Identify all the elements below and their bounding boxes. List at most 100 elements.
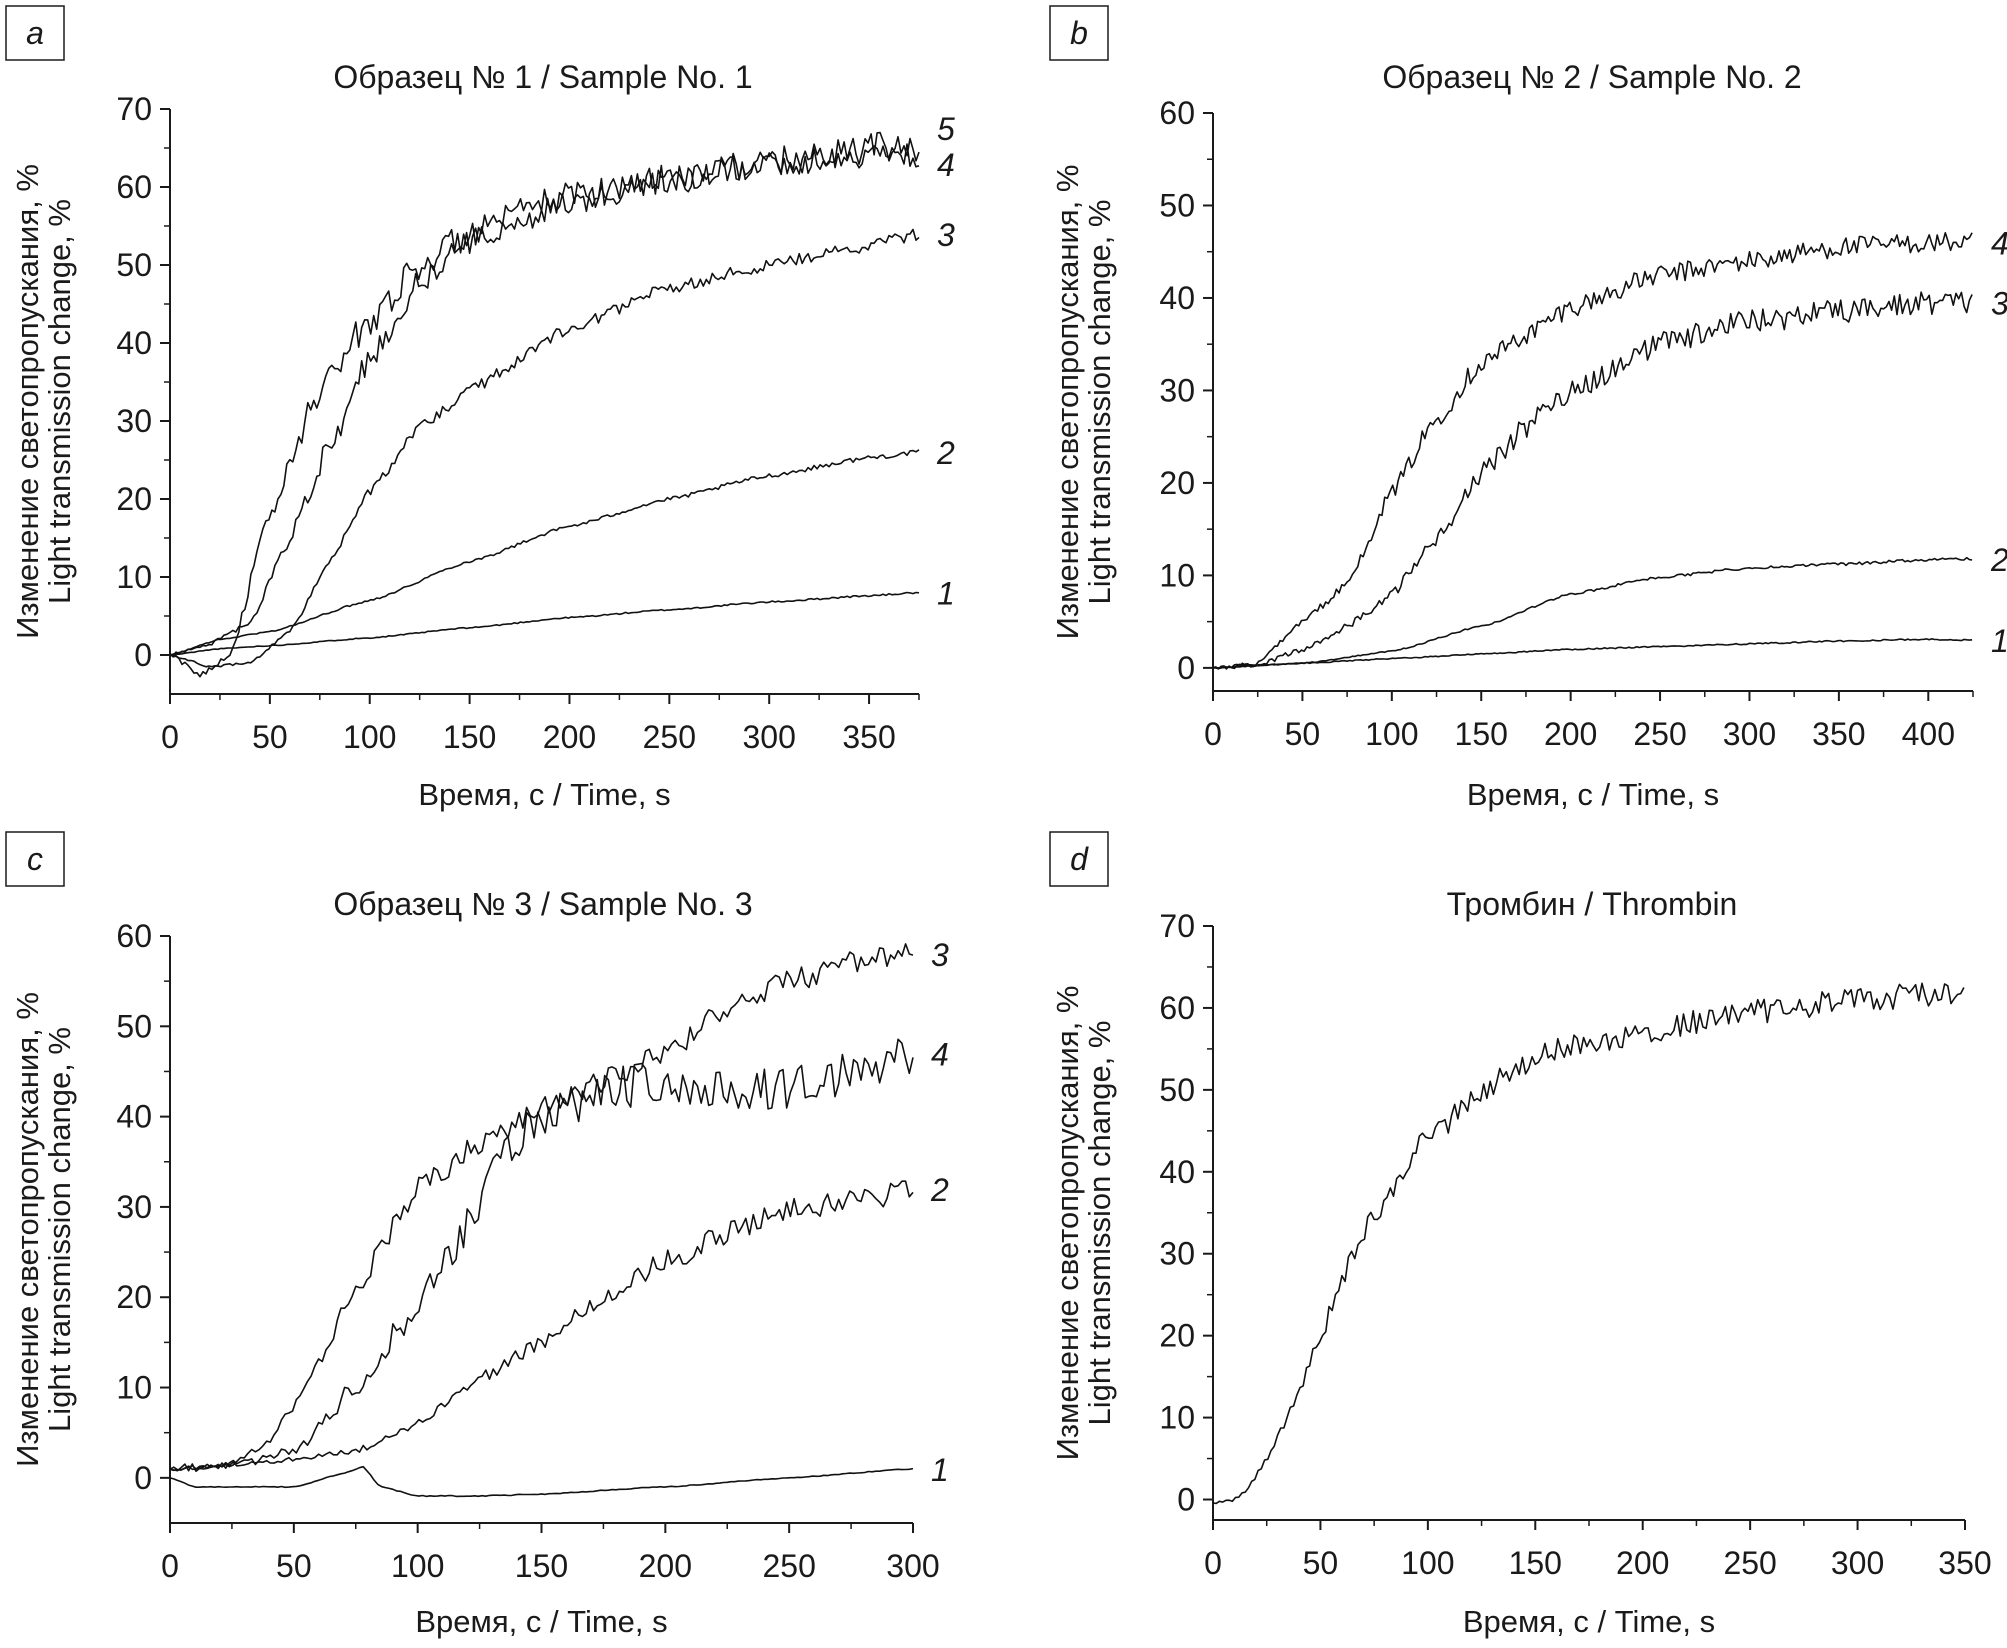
series-line-2 bbox=[1212, 556, 1973, 669]
y-tick-label: 10 bbox=[1159, 557, 1195, 593]
curve-label: 2 bbox=[936, 435, 955, 471]
x-tick-label: 300 bbox=[886, 1548, 939, 1584]
panel-b: b Образец № 2 / Sample No. 2 Изменение све… bbox=[1049, 5, 2007, 812]
series-line-1 bbox=[1212, 637, 1973, 669]
chart-title: Образец № 3 / Sample No. 3 bbox=[333, 886, 752, 922]
panel-letter: a bbox=[26, 15, 44, 51]
y-tick-label: 0 bbox=[1177, 1482, 1195, 1518]
x-tick-label: 200 bbox=[1616, 1545, 1669, 1581]
series-line-2 bbox=[169, 1180, 914, 1471]
y-tick-label: 40 bbox=[116, 1099, 152, 1135]
series-line-4 bbox=[169, 143, 920, 657]
curve-label: 3 bbox=[1991, 286, 2007, 322]
curve-label: 4 bbox=[931, 1036, 949, 1072]
y-tick-label: 10 bbox=[116, 559, 152, 595]
curve-label: 3 bbox=[937, 217, 955, 253]
y-tick-label: 20 bbox=[116, 481, 152, 517]
y-tick-label: 0 bbox=[1177, 650, 1195, 686]
x-tick-label: 150 bbox=[1455, 716, 1508, 752]
panel-letter-box bbox=[1049, 5, 1109, 61]
y-tick-label: 50 bbox=[1159, 1072, 1195, 1108]
panel-letter-box bbox=[1049, 831, 1109, 887]
curve-label: 4 bbox=[937, 147, 955, 183]
curve-label: 2 bbox=[930, 1172, 949, 1208]
y-tick-label: 40 bbox=[1159, 1154, 1195, 1190]
y-tick-label: 60 bbox=[116, 169, 152, 205]
x-tick-label: 300 bbox=[1831, 1545, 1884, 1581]
x-tick-label: 0 bbox=[161, 1548, 179, 1584]
y-axis-title-ru: Изменение светопропускания, % bbox=[10, 992, 45, 1467]
panel-c: c Образец № 3 / Sample No. 3 Изменение све… bbox=[5, 831, 949, 1639]
panel-letter-box bbox=[5, 831, 65, 887]
y-tick-label: 30 bbox=[1159, 1236, 1195, 1272]
x-tick-label: 250 bbox=[1723, 1545, 1776, 1581]
y-tick-label: 30 bbox=[1159, 372, 1195, 408]
panel-letter: c bbox=[27, 841, 43, 877]
y-tick-label: 60 bbox=[1159, 95, 1195, 131]
y-tick-label: 30 bbox=[116, 403, 152, 439]
x-tick-label: 200 bbox=[543, 719, 596, 755]
x-tick-label: 150 bbox=[1509, 1545, 1562, 1581]
x-tick-label: 200 bbox=[639, 1548, 692, 1584]
x-tick-label: 150 bbox=[443, 719, 496, 755]
x-tick-label: 50 bbox=[252, 719, 288, 755]
y-tick-label: 0 bbox=[134, 1460, 152, 1496]
x-tick-label: 50 bbox=[1303, 1545, 1339, 1581]
x-tick-label: 350 bbox=[842, 719, 895, 755]
x-tick-label: 0 bbox=[1204, 716, 1222, 752]
series-line-3 bbox=[169, 943, 914, 1472]
y-tick-label: 70 bbox=[116, 91, 152, 127]
x-tick-label: 200 bbox=[1544, 716, 1597, 752]
x-tick-label: 350 bbox=[1812, 716, 1865, 752]
x-axis-title: Время, с / Time, s bbox=[418, 777, 670, 812]
y-axis-title-en: Light transmission change, % bbox=[1082, 1021, 1117, 1426]
y-tick-label: 50 bbox=[1159, 187, 1195, 223]
y-tick-label: 40 bbox=[116, 325, 152, 361]
x-tick-label: 250 bbox=[1633, 716, 1686, 752]
x-tick-label: 350 bbox=[1938, 1545, 1991, 1581]
series-line-Thrombin bbox=[1212, 982, 1965, 1505]
y-tick-label: 70 bbox=[1159, 908, 1195, 944]
curve-label: 4 bbox=[1991, 225, 2007, 261]
y-tick-label: 20 bbox=[1159, 465, 1195, 501]
y-tick-label: 40 bbox=[1159, 280, 1195, 316]
panel-letter-box bbox=[5, 5, 65, 61]
series-line-5 bbox=[169, 131, 920, 678]
x-tick-label: 100 bbox=[391, 1548, 444, 1584]
curve-label: 5 bbox=[937, 111, 955, 147]
y-axis-title-ru: Изменение светопропускания, % bbox=[1050, 165, 1085, 640]
series-line-3 bbox=[169, 228, 920, 668]
y-tick-label: 50 bbox=[116, 1008, 152, 1044]
series-line-1 bbox=[169, 591, 920, 656]
y-tick-label: 0 bbox=[134, 637, 152, 673]
x-tick-label: 0 bbox=[1204, 1545, 1222, 1581]
curve-label: 2 bbox=[1990, 542, 2007, 578]
x-tick-label: 100 bbox=[1365, 716, 1418, 752]
x-axis-title: Время, с / Time, s bbox=[1467, 777, 1719, 812]
y-tick-label: 50 bbox=[116, 247, 152, 283]
y-axis-title-en: Light transmission change, % bbox=[42, 1027, 77, 1432]
curve-label: 1 bbox=[1991, 623, 2007, 659]
series-line-3 bbox=[1212, 291, 1973, 670]
panel-letter: d bbox=[1070, 841, 1089, 877]
series-line-4 bbox=[169, 1038, 914, 1472]
x-tick-label: 100 bbox=[343, 719, 396, 755]
curve-label: 3 bbox=[931, 937, 949, 973]
y-axis-title-ru: Изменение светопропускания, % bbox=[1050, 986, 1085, 1461]
y-tick-label: 30 bbox=[116, 1189, 152, 1225]
x-tick-label: 100 bbox=[1401, 1545, 1454, 1581]
panel-d: d Тромбин / Thrombin Изменение светопропус… bbox=[1049, 831, 1992, 1639]
x-tick-label: 300 bbox=[743, 719, 796, 755]
y-tick-label: 10 bbox=[116, 1370, 152, 1406]
curve-label: 1 bbox=[931, 1452, 949, 1488]
series-line-4 bbox=[1212, 232, 1973, 670]
y-tick-label: 20 bbox=[116, 1279, 152, 1315]
y-axis-title-en: Light transmission change, % bbox=[42, 199, 77, 604]
chart-title: Образец № 2 / Sample No. 2 bbox=[1382, 59, 1801, 95]
x-axis-title: Время, с / Time, s bbox=[415, 1604, 667, 1639]
x-tick-label: 50 bbox=[1285, 716, 1321, 752]
x-tick-label: 50 bbox=[276, 1548, 312, 1584]
x-tick-label: 0 bbox=[161, 719, 179, 755]
y-axis-title-en: Light transmission change, % bbox=[1082, 200, 1117, 605]
